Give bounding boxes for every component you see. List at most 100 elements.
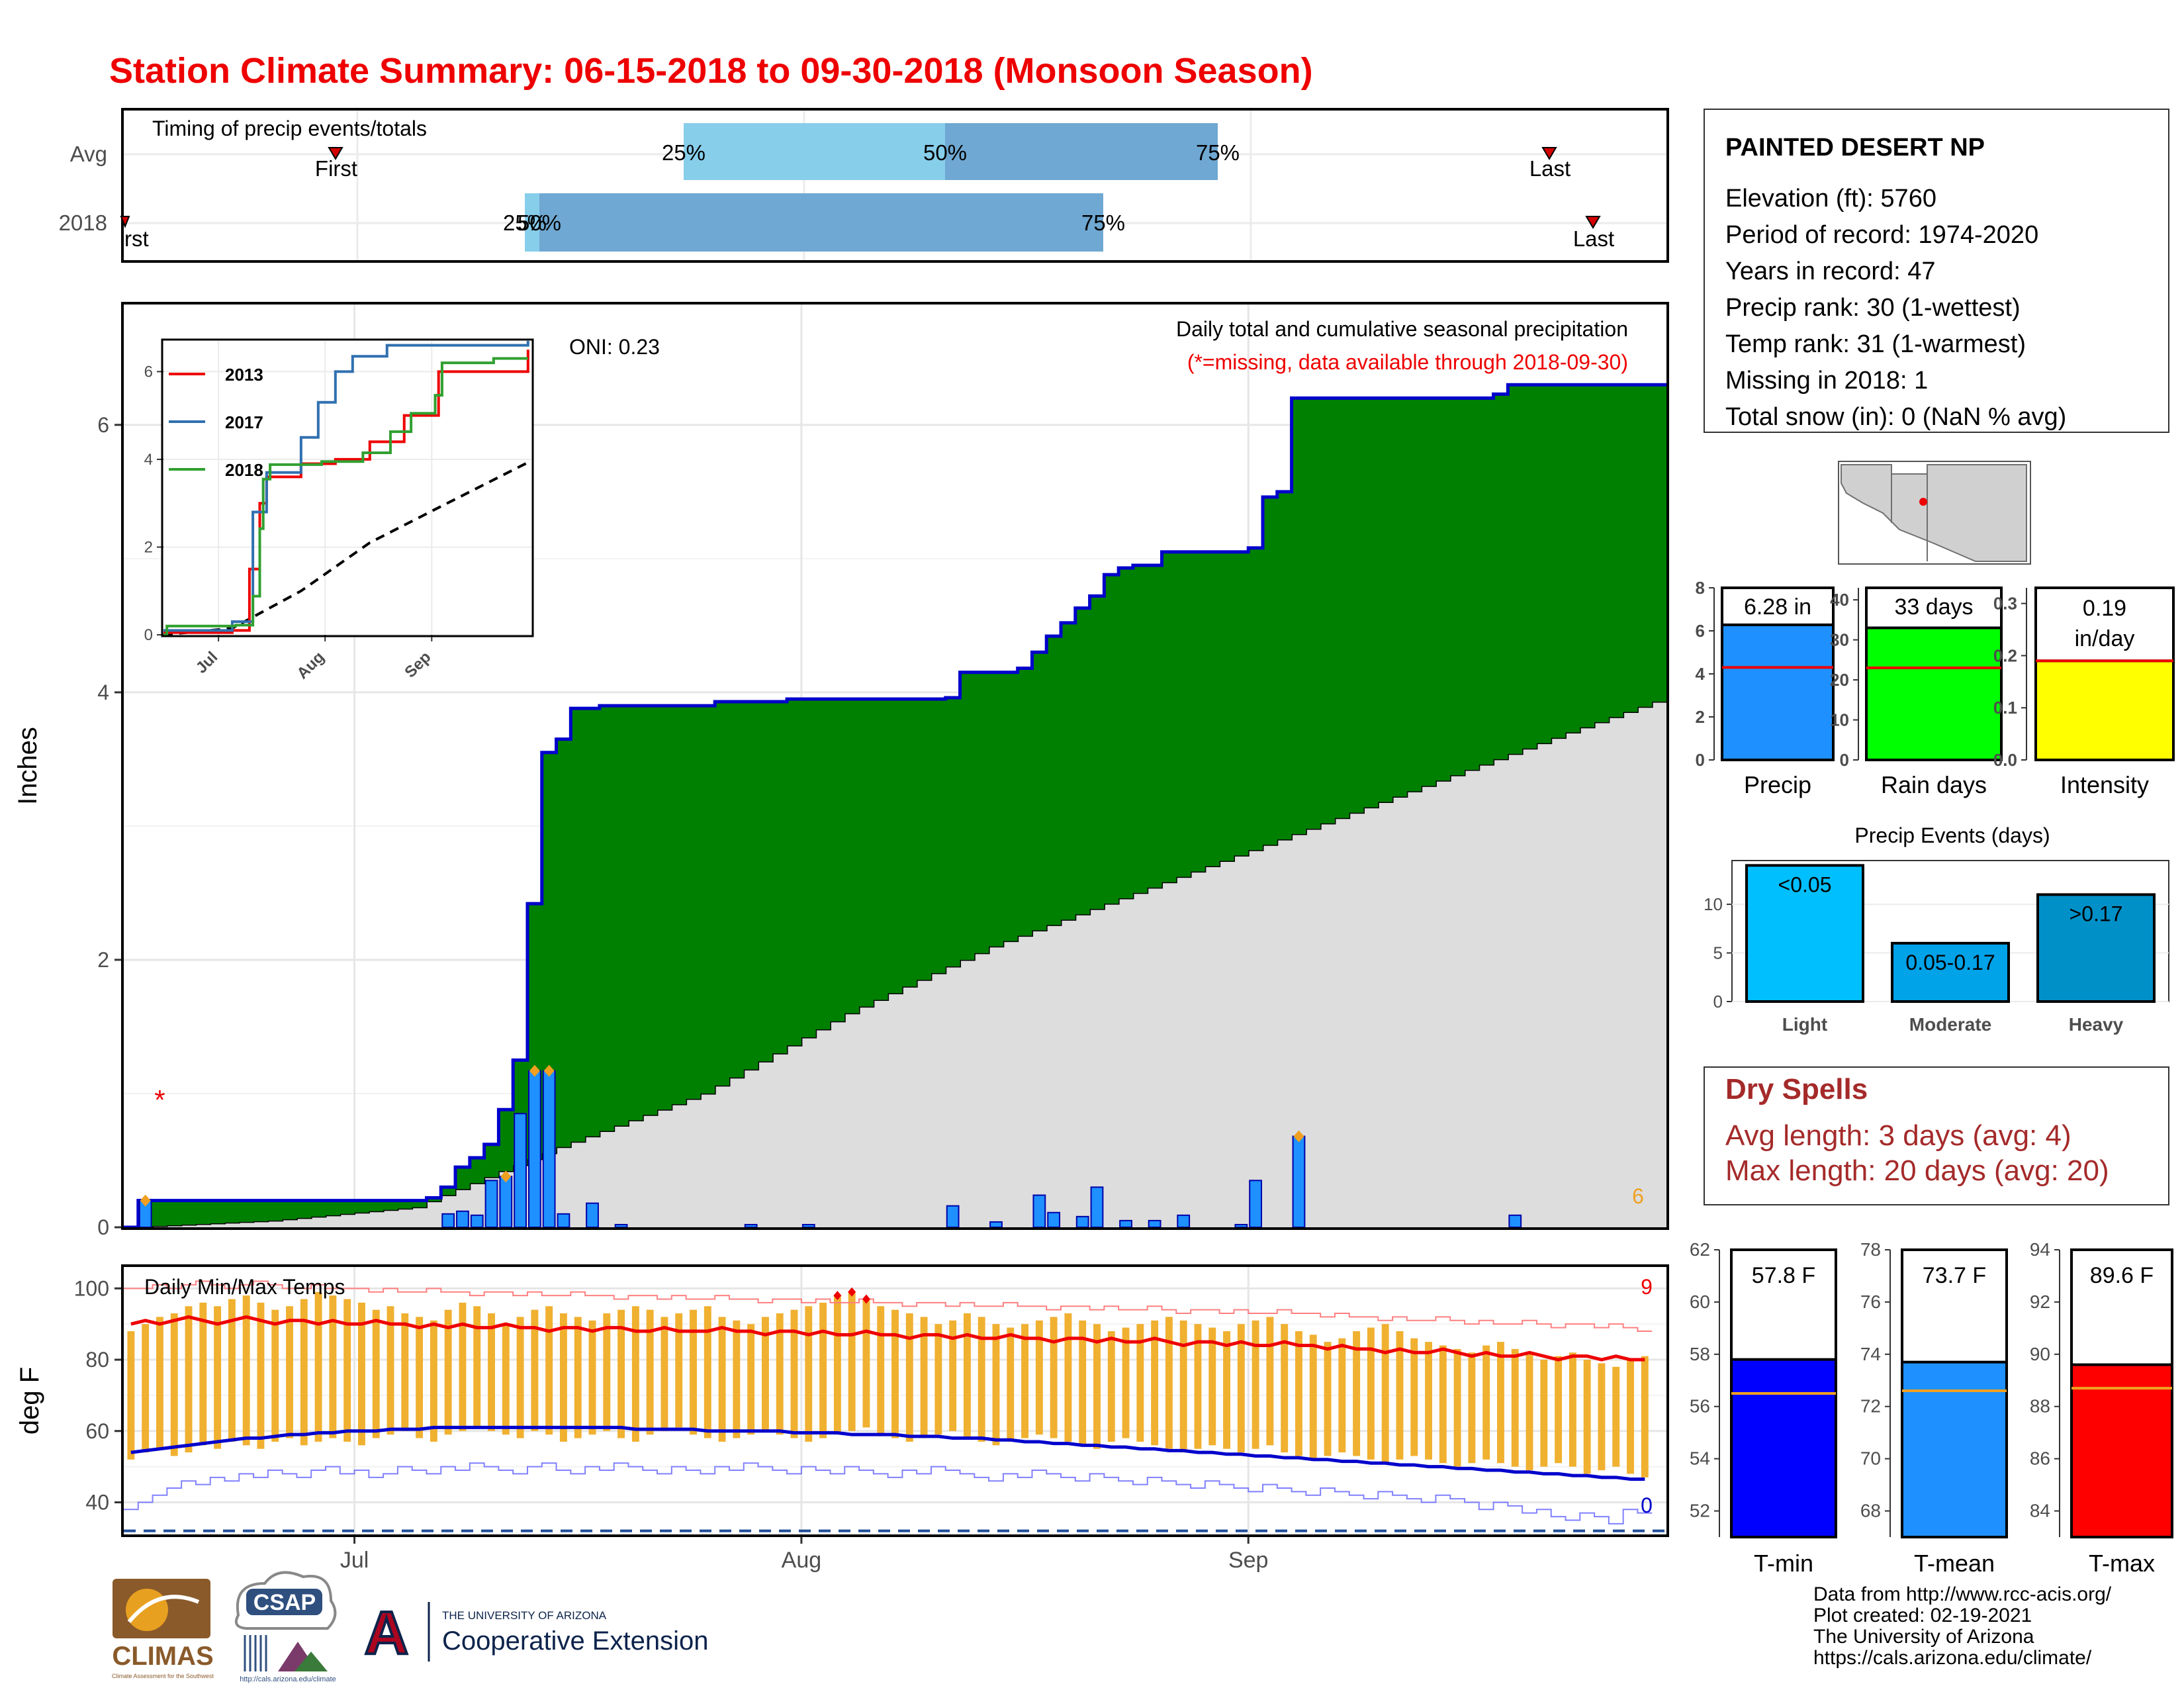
temp-range-bar bbox=[1353, 1331, 1361, 1456]
daily-precip-bar bbox=[1508, 1214, 1522, 1228]
precip-events-bars: 0 5 10 <0.05 Light 0.05-0.17 Moderate >0.17 Heav… bbox=[1704, 860, 2169, 1035]
temp-count-low: 0 bbox=[1641, 1493, 1653, 1517]
temp-range-bar bbox=[891, 1309, 899, 1438]
mini-bar-value-label: 33 days bbox=[1894, 594, 1973, 620]
temp-range-bar bbox=[1482, 1345, 1490, 1460]
normal-cumulative-line bbox=[124, 700, 1666, 1229]
temp-range-bar bbox=[992, 1324, 1000, 1446]
temp-range-bar bbox=[1525, 1352, 1533, 1471]
daily-precip-bar bbox=[484, 1180, 498, 1228]
precip-chart-subtitle: (*=missing, data available through 2018-… bbox=[1187, 350, 1628, 374]
temp-range-bar bbox=[1381, 1324, 1389, 1464]
temp-range-bar bbox=[646, 1309, 654, 1435]
mini-bar-value-label: 0.19 bbox=[2083, 596, 2126, 621]
y-tick-label: 2 bbox=[97, 948, 109, 972]
temp-range-bar bbox=[401, 1313, 409, 1431]
temp-range-bar bbox=[1266, 1317, 1274, 1446]
inset-legend-label: 2013 bbox=[225, 365, 263, 385]
csap-logo-text: CSAP bbox=[253, 1590, 316, 1615]
normal-min-line bbox=[130, 1425, 1645, 1481]
mini-bar-value bbox=[2070, 1363, 2173, 1539]
ua-block-a: A bbox=[365, 1599, 408, 1667]
daily-precip-bar bbox=[1148, 1219, 1161, 1229]
heavy-event-diamond bbox=[529, 1064, 540, 1077]
temp-range-bar bbox=[358, 1302, 365, 1446]
mini-chart-rain_days: 0 10 20 30 40 33 days Rain days bbox=[1830, 586, 2003, 798]
temp-range-bar bbox=[733, 1320, 741, 1438]
avg-first-marker bbox=[328, 147, 343, 160]
y2018-last-label: Last bbox=[1573, 226, 1614, 251]
temp-range-bar bbox=[1021, 1324, 1029, 1438]
temp-range-bar bbox=[848, 1291, 856, 1431]
mini-y-tick-label: 72 bbox=[1860, 1396, 1881, 1417]
temp-range-bar bbox=[761, 1317, 769, 1431]
temp-range-bar bbox=[1569, 1352, 1576, 1467]
daily-precip-bar bbox=[499, 1176, 513, 1229]
avg-first-label: First bbox=[315, 156, 357, 181]
station-years: Years in record: 47 bbox=[1725, 258, 1936, 285]
mini-y-tick-label: 0.3 bbox=[1993, 594, 2017, 614]
station-location-dot bbox=[1919, 498, 1927, 506]
temp-range-bar bbox=[790, 1309, 798, 1438]
inset-legend-label: 2017 bbox=[225, 412, 263, 432]
temp-count-high: 9 bbox=[1641, 1275, 1653, 1299]
precip-panel: * Daily total and cumulative seasonal pr… bbox=[13, 302, 1669, 1239]
mini-y-tick-label: 40 bbox=[1830, 590, 1849, 610]
csap-url: http://cals.arizona.edu/climate bbox=[240, 1675, 336, 1683]
daily-precip-bar bbox=[1292, 1135, 1306, 1228]
daily-precip-bar bbox=[441, 1213, 455, 1229]
y2018-first-label: rst bbox=[124, 226, 149, 251]
mini-bar-value bbox=[2034, 659, 2175, 762]
temp-range-bar bbox=[242, 1295, 250, 1446]
temp-range-bar bbox=[690, 1309, 697, 1435]
temp-range-bar bbox=[574, 1317, 582, 1438]
temp-x-tick-label: Aug bbox=[782, 1548, 822, 1573]
mini-y-tick-label: 20 bbox=[1830, 670, 1849, 690]
heavy-event-diamond bbox=[140, 1194, 151, 1207]
temp-range-bar bbox=[142, 1324, 150, 1453]
mini-bar-value-label: 57.8 F bbox=[1752, 1263, 1815, 1288]
daily-precip-bars bbox=[138, 1070, 1522, 1229]
temp-range-bar bbox=[430, 1320, 437, 1442]
temp-range-bar bbox=[1425, 1342, 1432, 1460]
timing-label: Timing of precip events/totals bbox=[152, 117, 427, 140]
mini-bar-value-label: 73.7 F bbox=[1923, 1263, 1986, 1288]
mini-y-tick-label: 10 bbox=[1830, 710, 1849, 730]
events-y-tick-label: 5 bbox=[1713, 943, 1723, 963]
university-arizona-logo: A THE UNIVERSITY OF ARIZONA Cooperative … bbox=[363, 1598, 708, 1668]
mini-chart-intensity: 0.0 0.1 0.2 0.3 0.19 in/day Intensity bbox=[1993, 586, 2175, 798]
mini-bar-category-label: T-mean bbox=[1914, 1550, 1995, 1577]
events-category-label: Moderate bbox=[1909, 1014, 1991, 1035]
daily-precip-bar bbox=[542, 1070, 556, 1229]
temp-range-bar bbox=[314, 1291, 322, 1442]
events-category-label: Heavy bbox=[2069, 1014, 2124, 1035]
events-y-tick-label: 10 bbox=[1704, 894, 1723, 914]
temp-range-bar bbox=[747, 1324, 755, 1435]
heavy-event-markers bbox=[140, 1064, 1304, 1207]
daily-precip-bar bbox=[1119, 1219, 1132, 1229]
temp-range-bar bbox=[934, 1324, 942, 1435]
mini-bar-value-label: 6.28 in bbox=[1744, 594, 1811, 620]
temp-range-bar bbox=[833, 1295, 841, 1435]
record-high-markers bbox=[833, 1287, 870, 1304]
temp-range-bar bbox=[1035, 1320, 1043, 1435]
daily-precip-bar bbox=[1075, 1215, 1089, 1228]
climas-logo-text: CLIMAS bbox=[112, 1642, 213, 1671]
mini-y-tick-label: 0.1 bbox=[1993, 698, 2017, 718]
daily-precip-bar bbox=[744, 1223, 758, 1229]
events-bar bbox=[1745, 864, 1864, 1004]
oni-label: ONI: 0.23 bbox=[569, 335, 660, 359]
normal-max-line bbox=[130, 1315, 1645, 1362]
temp-range-bar bbox=[1179, 1320, 1187, 1453]
mini-y-tick-label: 76 bbox=[1860, 1291, 1881, 1312]
temp-range-bar bbox=[516, 1317, 524, 1438]
events-bar-label: <0.05 bbox=[1778, 872, 1832, 896]
timing-row-avg: Avg bbox=[70, 142, 107, 166]
record-high-line bbox=[124, 1280, 1653, 1332]
temp-y-tick-label: 60 bbox=[85, 1419, 109, 1443]
temp-range-bar bbox=[199, 1302, 207, 1446]
temp-range-bar bbox=[1453, 1348, 1461, 1467]
daily-precip-bar bbox=[514, 1113, 527, 1229]
record-high-diamond bbox=[848, 1287, 856, 1297]
mini-chart-precip_total: 0 2 4 6 8 6.28 in Precip bbox=[1696, 578, 1835, 798]
